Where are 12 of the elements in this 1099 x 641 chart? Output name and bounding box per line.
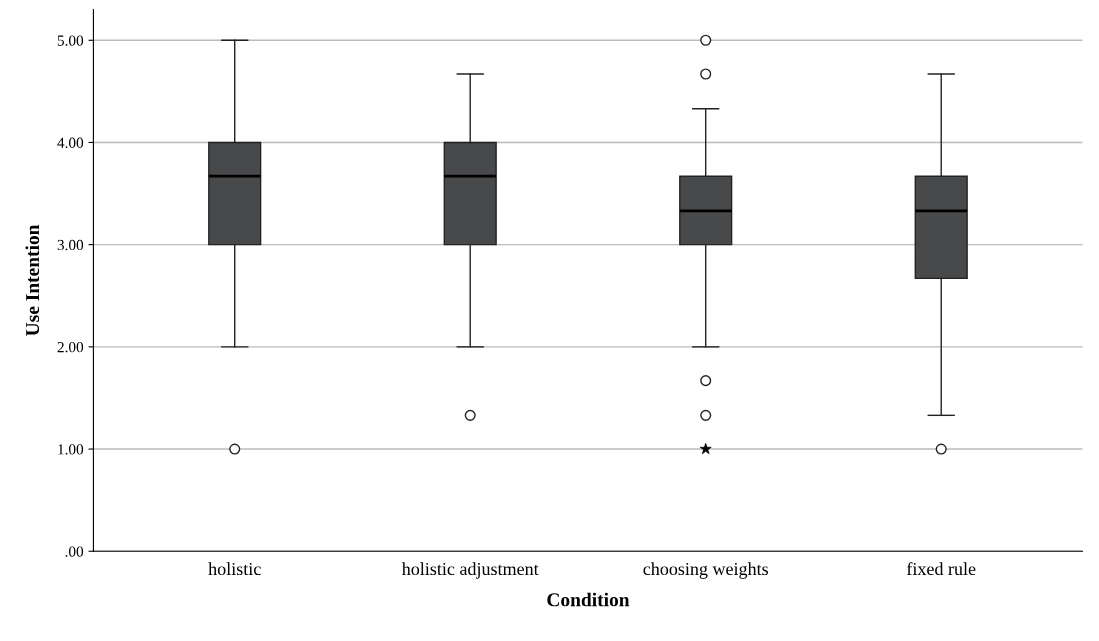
x-tick-label: choosing weights (643, 562, 768, 579)
x-tick-label: fixed rule (906, 562, 976, 576)
y-tick-label: 5.00 (57, 35, 84, 46)
x-tick-label: holistic adjustment (401, 562, 539, 579)
y-tick-label: 1.00 (58, 444, 84, 455)
y-tick-label: .00 (65, 546, 84, 557)
x-axis-title: Condition (547, 592, 630, 607)
x-tick-label: holistic (208, 562, 261, 576)
y-tick-label: 2.00 (57, 342, 84, 353)
y-axis-title: Use Intention (25, 224, 40, 336)
y-tick-label: 4.00 (57, 137, 84, 148)
y-tick-label: 3.00 (57, 239, 84, 251)
